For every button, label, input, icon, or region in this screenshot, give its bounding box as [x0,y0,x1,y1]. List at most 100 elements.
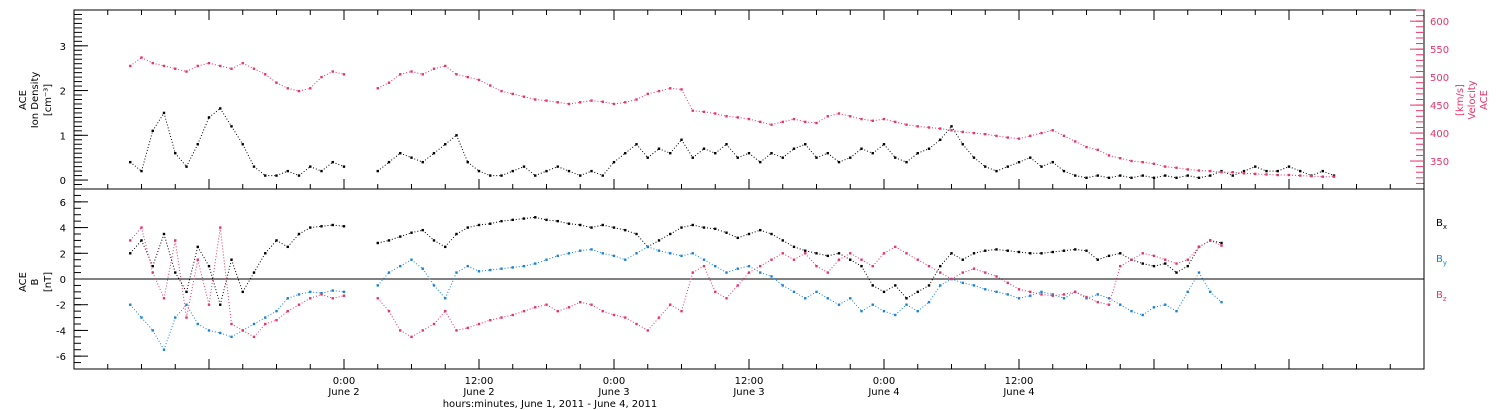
bx-segment [917,284,930,293]
velocity-tick-label: 450 [1430,101,1449,112]
velocity-segment [771,121,783,126]
by-segment [501,266,513,270]
density-tick-label: 0 [60,176,66,187]
velocity-segment [1266,173,1278,176]
by-segment [1153,304,1166,308]
density-segment [1120,175,1132,179]
by-segment [197,323,210,331]
bz-segment [1030,291,1042,295]
by-segment [298,291,311,295]
by-segment [332,290,345,293]
velocity-segment [1131,160,1143,163]
density-segment [186,144,199,167]
by-segment [1052,293,1065,299]
top-series [129,56,1336,180]
by-point [522,264,526,268]
velocity-segment [805,121,817,124]
velocity-point [567,102,571,106]
by-point [860,309,863,313]
density-segment [737,152,750,159]
bx-segment [726,232,738,239]
bx-segment [253,253,266,273]
by-segment [1120,304,1132,312]
by-point [601,252,604,255]
density-segment [411,157,423,163]
by-point [1220,300,1223,304]
legend-by: By [1436,254,1447,267]
bx-point [534,216,537,219]
by-segment [1198,272,1211,293]
density-segment [1288,166,1301,172]
bz-segment [928,265,941,274]
by-segment [838,297,851,306]
density-segment [242,144,255,167]
by-segment [1209,291,1222,303]
bz-segment [760,259,772,267]
density-segment [332,161,345,168]
velocity-segment [163,65,176,70]
density-point [590,169,593,173]
bx-segment [163,233,176,273]
bx-point [151,264,154,268]
bx-segment [535,216,547,221]
by-segment [692,252,705,261]
velocity-segment [501,90,513,95]
by-segment [906,304,918,312]
bz-segment [1165,259,1177,265]
density-segment [287,170,300,177]
velocity-segment [636,93,648,100]
density-segment [129,161,142,172]
bx-segment [264,240,277,254]
density-segment [546,166,558,172]
bz-segment [276,310,289,321]
bz-segment [850,252,862,261]
density-segment [636,143,649,158]
density-segment [782,148,795,159]
velocity-ylabel-2: Velocity [1467,80,1478,119]
bx-segment [546,219,558,222]
bz-segment [186,259,199,318]
velocity-segment [996,135,1008,139]
by-segment [1063,291,1076,299]
by-segment [1108,297,1121,306]
density-point [1062,169,1066,173]
velocity-segment [264,73,277,84]
bottom-series [129,216,1223,351]
bz-segment [321,293,333,299]
velocity-point [612,102,616,106]
bz-point [1141,252,1144,255]
bz-segment [377,297,390,312]
by-segment [1041,291,1053,295]
density-segment [1052,161,1065,172]
bz-segment [748,265,761,274]
by-segment [670,252,682,257]
bz-segment [861,259,873,267]
velocity-ylabel-3: [km/s] [1455,84,1466,116]
b-tick-label: 2 [60,249,66,260]
by-segment [973,284,986,290]
x-time-label: 0:00 [333,376,355,387]
by-segment [388,265,401,274]
bz-segment [1210,239,1222,247]
bx-point [815,252,818,255]
density-tick-label: 3 [60,42,66,53]
bx-segment [625,229,637,235]
velocity-segment [726,115,738,118]
density-segment [1097,175,1110,179]
bx-segment [591,224,603,229]
bz-segment [681,272,694,312]
x-day-label: June 2 [462,387,494,398]
top-left-ticks: 0 1 2 3 [60,13,88,190]
velocity-segment [1030,132,1042,137]
velocity-segment [1097,149,1110,156]
bx-segment [433,239,446,248]
by-segment [287,293,300,299]
x-day-label: June 3 [597,387,629,398]
bz-segment [951,272,963,280]
velocity-segment [220,65,232,70]
velocity-segment [141,57,153,64]
density-segment [996,166,1008,172]
by-point [309,290,312,294]
velocity-segment [377,82,390,89]
